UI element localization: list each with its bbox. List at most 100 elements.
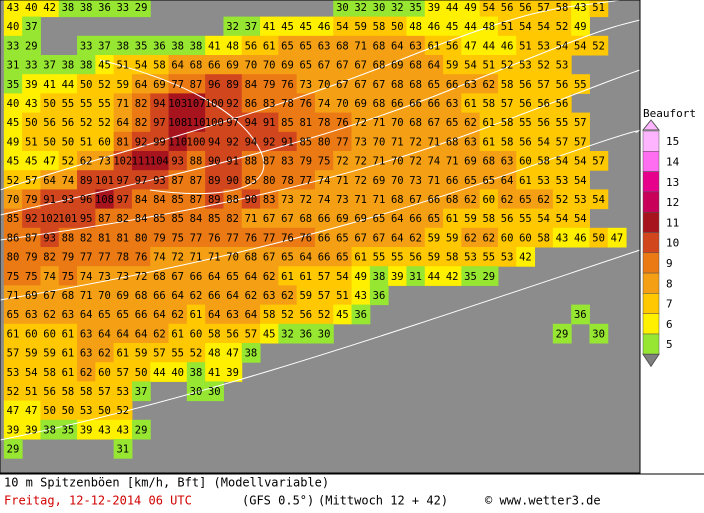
gust-value: 56 [519, 98, 532, 110]
wind-cell [241, 74, 261, 94]
wind-cell [388, 266, 407, 286]
gust-value: 69 [153, 79, 166, 91]
wind-cell [369, 170, 389, 190]
gust-value: 65 [116, 309, 129, 321]
gust-value: 80 [7, 252, 20, 264]
wind-cell [260, 208, 279, 229]
wind-cell [571, 208, 590, 229]
wind-cell [131, 381, 151, 402]
wind-cell [58, 93, 78, 114]
wind-cell [260, 35, 279, 56]
wind-cell [296, 74, 316, 94]
wind-cell [131, 189, 151, 210]
gust-value: 39 [80, 424, 93, 436]
wind-cell [77, 323, 96, 344]
gust-value: 70 [98, 290, 111, 302]
gust-value: 71 [354, 40, 367, 52]
gust-value: 44 [446, 2, 459, 14]
gust-value: 68 [446, 194, 459, 206]
wind-cell [278, 151, 298, 171]
wind-cell [497, 208, 517, 229]
gust-value: 85 [171, 213, 184, 225]
wind-cell [314, 208, 334, 229]
gust-value: 42 [519, 252, 532, 264]
gust-value: 57 [501, 98, 514, 110]
gust-value: 61 [354, 252, 367, 264]
gust-value: 51 [592, 2, 605, 14]
gust-value: 38 [190, 367, 203, 379]
wind-cell [589, 35, 609, 56]
wind-cell [186, 323, 206, 344]
gust-value: 45 [299, 21, 312, 33]
gust-value: 60 [25, 328, 38, 340]
gust-value: 69 [391, 60, 404, 72]
gust-value: 64 [391, 213, 404, 225]
gust-value: 71 [208, 252, 221, 264]
wind-cell [333, 151, 353, 171]
wind-cell [424, 35, 444, 56]
wind-cell [168, 304, 188, 325]
wind-cell [552, 189, 572, 210]
wind-cell [58, 170, 78, 190]
wind-cell [40, 151, 60, 171]
wind-cell [168, 93, 188, 114]
wind-cell [406, 227, 426, 248]
gust-value: 57 [318, 290, 331, 302]
gust-value: 30 [208, 386, 221, 398]
gust-value: 39 [25, 424, 38, 436]
wind-cell [461, 74, 481, 94]
gust-value: 46 [428, 21, 441, 33]
gust-value: 65 [482, 175, 495, 187]
wind-cell [22, 304, 41, 325]
gust-value: 85 [245, 175, 258, 187]
wind-cell [77, 400, 96, 421]
gust-value: 84 [190, 213, 203, 225]
wind-cell [443, 227, 462, 248]
gust-value: 66 [428, 194, 441, 206]
wind-cell [424, 0, 444, 18]
wind-cell [40, 74, 60, 94]
gust-value: 68 [336, 40, 349, 52]
gust-value: 52 [80, 117, 93, 129]
wind-cell [186, 285, 206, 306]
gust-value: 59 [116, 79, 129, 91]
gust-value: 59 [135, 348, 148, 360]
gust-value: 72 [354, 156, 367, 168]
wind-cell [497, 0, 517, 18]
gust-value: 44 [62, 79, 75, 91]
gust-value: 58 [446, 252, 459, 264]
wind-cell [241, 35, 261, 56]
gust-value: 50 [43, 98, 56, 110]
footer-title: 10 m Spitzenböen [km/h, Bft] (Modellvari… [4, 476, 329, 490]
gust-value: 58 [208, 328, 221, 340]
wind-cell [40, 131, 60, 152]
wind-cell [58, 151, 78, 171]
gust-value: 88 [226, 194, 239, 206]
wind-cell [552, 93, 572, 114]
wind-cell [424, 55, 444, 75]
gust-value: 92 [135, 136, 148, 148]
gust-value: 62 [537, 194, 550, 206]
wind-cell [351, 0, 371, 18]
wind-cell [95, 227, 115, 248]
wind-cell [516, 189, 536, 210]
gust-value: 61 [281, 271, 294, 283]
gust-value: 66 [391, 98, 404, 110]
gust-value: 59 [299, 290, 312, 302]
gust-value: 55 [519, 117, 532, 129]
wind-cell [516, 112, 536, 133]
gust-value: 39 [7, 424, 20, 436]
wind-cell [351, 208, 371, 229]
gust-value: 56 [556, 79, 569, 91]
wind-cell [296, 151, 316, 171]
gust-value: 75 [318, 156, 331, 168]
gust-value: 99 [153, 136, 166, 148]
gust-value: 52 [116, 405, 129, 417]
gust-value: 65 [226, 271, 239, 283]
gust-value: 62 [464, 117, 477, 129]
wind-cell [278, 285, 298, 306]
wind-cell [113, 55, 133, 75]
wind-cell [58, 0, 78, 18]
wind-cell [333, 74, 353, 94]
gust-value: 69 [25, 290, 38, 302]
